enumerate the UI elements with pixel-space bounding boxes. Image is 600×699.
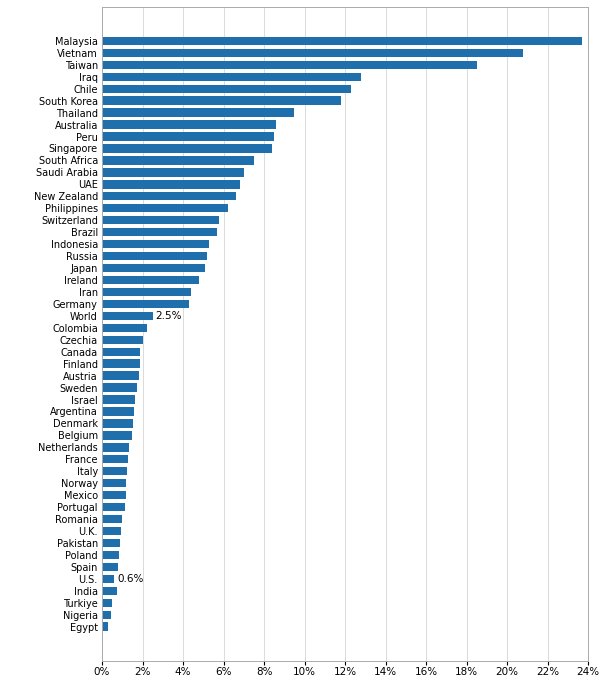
- Bar: [102, 61, 476, 69]
- Bar: [102, 276, 199, 284]
- Bar: [102, 443, 130, 452]
- Bar: [102, 527, 121, 535]
- Bar: [102, 300, 189, 308]
- Bar: [102, 623, 108, 630]
- Bar: [102, 180, 240, 189]
- Bar: [102, 455, 128, 463]
- Bar: [102, 264, 205, 272]
- Bar: [102, 491, 127, 499]
- Bar: [102, 383, 137, 391]
- Bar: [102, 240, 209, 248]
- Bar: [102, 85, 351, 93]
- Bar: [102, 479, 127, 487]
- Bar: [102, 252, 208, 260]
- Bar: [102, 288, 191, 296]
- Bar: [102, 610, 111, 619]
- Bar: [102, 49, 523, 57]
- Bar: [102, 204, 227, 212]
- Bar: [102, 467, 127, 475]
- Bar: [102, 73, 361, 81]
- Bar: [102, 144, 272, 152]
- Bar: [102, 216, 220, 224]
- Bar: [102, 324, 146, 332]
- Bar: [102, 96, 341, 105]
- Bar: [102, 312, 152, 320]
- Bar: [102, 132, 274, 140]
- Bar: [102, 515, 122, 524]
- Bar: [102, 551, 119, 559]
- Bar: [102, 108, 295, 117]
- Bar: [102, 563, 118, 571]
- Bar: [102, 419, 133, 428]
- Bar: [102, 359, 140, 368]
- Bar: [102, 157, 254, 164]
- Bar: [102, 598, 112, 607]
- Bar: [102, 192, 236, 201]
- Bar: [102, 586, 117, 595]
- Bar: [102, 371, 139, 380]
- Text: 2.5%: 2.5%: [155, 311, 182, 321]
- Bar: [102, 336, 143, 344]
- Bar: [102, 503, 125, 511]
- Bar: [102, 396, 136, 404]
- Bar: [102, 37, 582, 45]
- Bar: [102, 168, 244, 177]
- Bar: [102, 120, 276, 129]
- Bar: [102, 228, 217, 236]
- Bar: [102, 539, 120, 547]
- Text: 0.6%: 0.6%: [117, 574, 143, 584]
- Bar: [102, 575, 114, 583]
- Bar: [102, 408, 134, 416]
- Bar: [102, 347, 140, 356]
- Bar: [102, 431, 133, 440]
